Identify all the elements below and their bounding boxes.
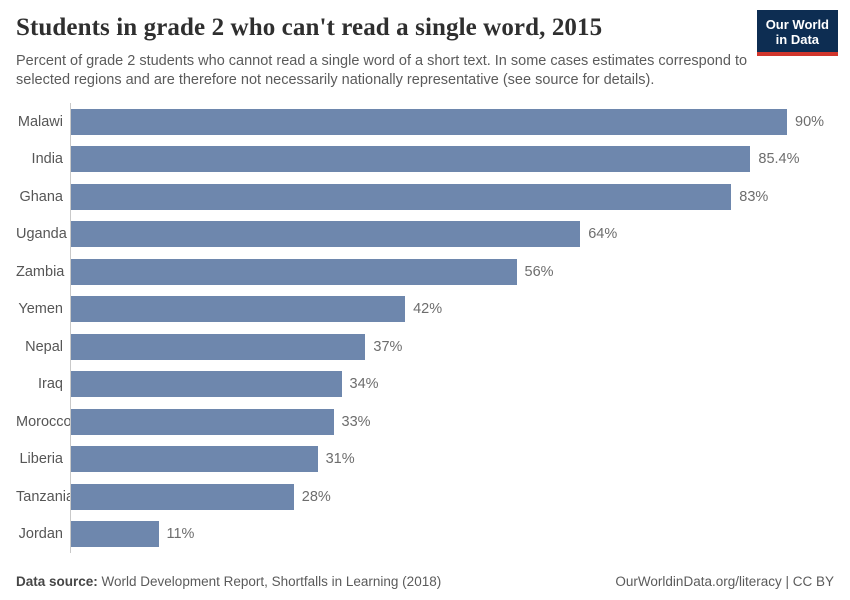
bar-track: 37% bbox=[70, 328, 850, 366]
bar-chart: Malawi 90% India 85.4% Ghana 83% Uganda 64% Zamb… bbox=[16, 103, 850, 553]
bar bbox=[71, 108, 787, 135]
bar-row: Yemen 42% bbox=[16, 290, 850, 328]
bar-row: Zambia 56% bbox=[16, 253, 850, 291]
value-label: 85.4% bbox=[758, 151, 800, 168]
bar bbox=[71, 183, 732, 210]
category-label: Jordan bbox=[18, 526, 63, 543]
value-label: 11% bbox=[166, 526, 195, 543]
bar-row: Uganda 64% bbox=[16, 215, 850, 253]
bar-track: 28% bbox=[70, 478, 850, 516]
bar bbox=[71, 333, 366, 360]
bar-track: 85.4% bbox=[70, 140, 850, 178]
bar-track: 56% bbox=[70, 253, 850, 291]
credit-link[interactable]: OurWorldinData.org/literacy | CC BY bbox=[615, 574, 834, 589]
bar-row: Iraq 34% bbox=[16, 365, 850, 403]
value-label: 64% bbox=[588, 226, 618, 243]
bar-track: 64% bbox=[70, 215, 850, 253]
bar bbox=[71, 146, 751, 173]
data-source-text: World Development Report, Shortfalls in … bbox=[97, 574, 442, 589]
bar-row: Tanzania 28% bbox=[16, 478, 850, 516]
bar-row: Malawi 90% bbox=[16, 103, 850, 141]
chart-subtitle: Percent of grade 2 students who cannot r… bbox=[16, 53, 748, 88]
category-label: Malawi bbox=[17, 113, 63, 130]
bar bbox=[71, 408, 334, 435]
bar-track: 42% bbox=[70, 290, 850, 328]
value-label: 83% bbox=[739, 188, 769, 205]
category-label: India bbox=[31, 151, 63, 168]
bar-track: 90% bbox=[70, 103, 850, 141]
bar-row: India 85.4% bbox=[16, 140, 850, 178]
value-label: 90% bbox=[795, 113, 825, 130]
category-label: Zambia bbox=[16, 263, 65, 280]
bar-row: Nepal 37% bbox=[16, 328, 850, 366]
owid-logo-line2: in Data bbox=[775, 32, 820, 47]
bar-track: 33% bbox=[70, 403, 850, 441]
category-label: Morocco bbox=[16, 413, 72, 430]
category-label: Tanzania bbox=[16, 488, 75, 505]
bar-row: Ghana 83% bbox=[16, 178, 850, 216]
bar bbox=[71, 258, 517, 285]
chart-header: Students in grade 2 who can't read a sin… bbox=[0, 0, 850, 90]
bar bbox=[71, 371, 342, 398]
bar-row: Morocco 33% bbox=[16, 403, 850, 441]
value-label: 42% bbox=[413, 301, 443, 318]
category-label: Nepal bbox=[25, 338, 63, 355]
bar-rows: Malawi 90% India 85.4% Ghana 83% Uganda 64% Zamb… bbox=[16, 103, 850, 553]
bar bbox=[71, 221, 581, 248]
owid-logo-line1: Our World bbox=[765, 17, 829, 32]
bar-row: Jordan 11% bbox=[16, 515, 850, 553]
bar-track: 83% bbox=[70, 178, 850, 216]
bar-track: 11% bbox=[70, 515, 850, 553]
category-label: Yemen bbox=[18, 301, 63, 318]
value-label: 56% bbox=[524, 263, 554, 280]
value-label: 33% bbox=[341, 413, 371, 430]
value-label: 28% bbox=[301, 488, 331, 505]
category-label: Liberia bbox=[19, 451, 63, 468]
value-label: 37% bbox=[373, 338, 403, 355]
value-label: 34% bbox=[349, 376, 379, 393]
category-label: Ghana bbox=[19, 188, 63, 205]
category-label: Uganda bbox=[16, 226, 67, 243]
bar bbox=[71, 521, 159, 548]
bar bbox=[71, 296, 406, 323]
value-label: 31% bbox=[325, 451, 355, 468]
bar-track: 31% bbox=[70, 440, 850, 478]
owid-logo: Our World in Data bbox=[756, 10, 838, 56]
data-source: Data source: World Development Report, S… bbox=[16, 574, 441, 589]
bar-row: Liberia 31% bbox=[16, 440, 850, 478]
data-source-label: Data source: bbox=[16, 574, 98, 589]
bar-track: 34% bbox=[70, 365, 850, 403]
bar bbox=[71, 446, 318, 473]
chart-title: Students in grade 2 who can't read a sin… bbox=[16, 14, 603, 41]
bar bbox=[71, 483, 294, 510]
category-label: Iraq bbox=[38, 376, 63, 393]
chart-footer: Data source: World Development Report, S… bbox=[16, 574, 834, 589]
